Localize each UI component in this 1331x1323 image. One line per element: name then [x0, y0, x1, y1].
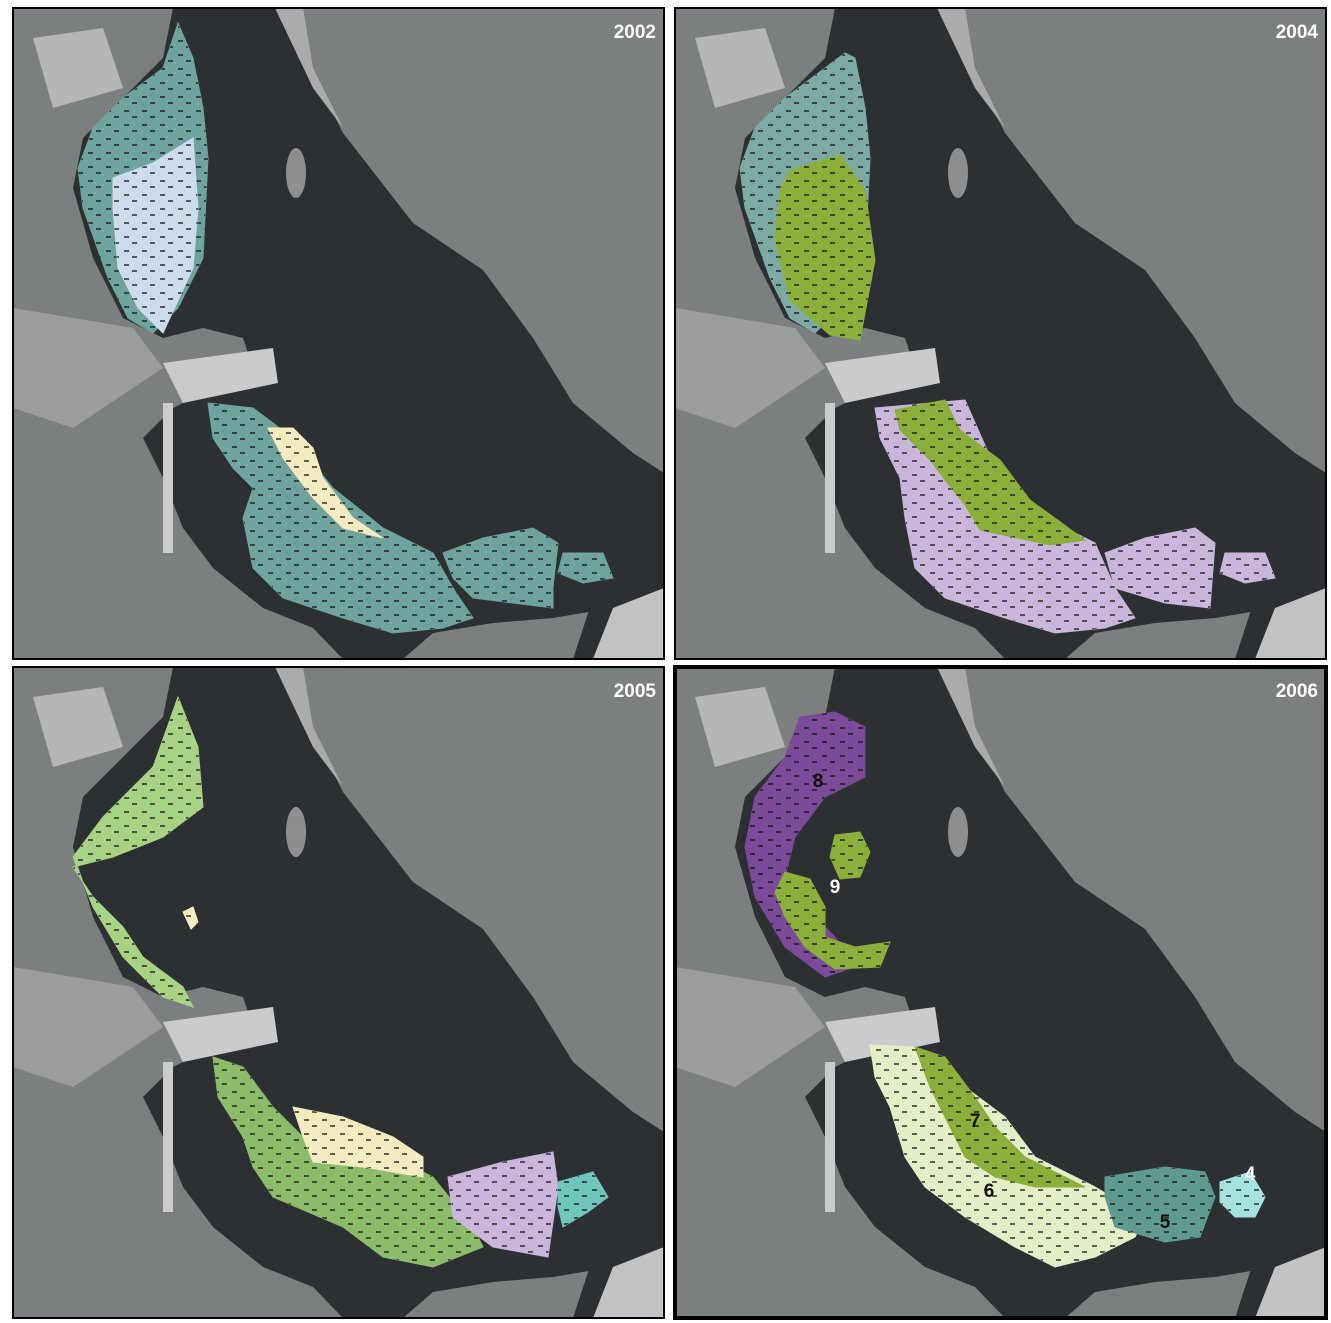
panel-year: 2005 [614, 681, 657, 702]
zone-label: 9 [830, 877, 841, 898]
zone-label: 6 [984, 1181, 995, 1202]
map-panel: 2004 [675, 8, 1326, 659]
map-panel: 2005 [13, 667, 664, 1318]
zone-label: 8 [813, 771, 824, 792]
panel-year: 2002 [614, 22, 656, 43]
map-panel: 2002 [13, 8, 664, 659]
map-figure: 2002 2004 2005 2006 8 9 7 6 5 4 [0, 0, 1331, 1323]
panel-year: 2004 [1276, 22, 1319, 43]
map-panel: 2006 8 9 7 6 5 4 [675, 667, 1326, 1318]
panel-year: 2006 [1276, 681, 1318, 702]
zone-label: 7 [970, 1111, 981, 1132]
zone-label: 4 [1245, 1164, 1256, 1185]
zone-label: 5 [1160, 1212, 1171, 1233]
